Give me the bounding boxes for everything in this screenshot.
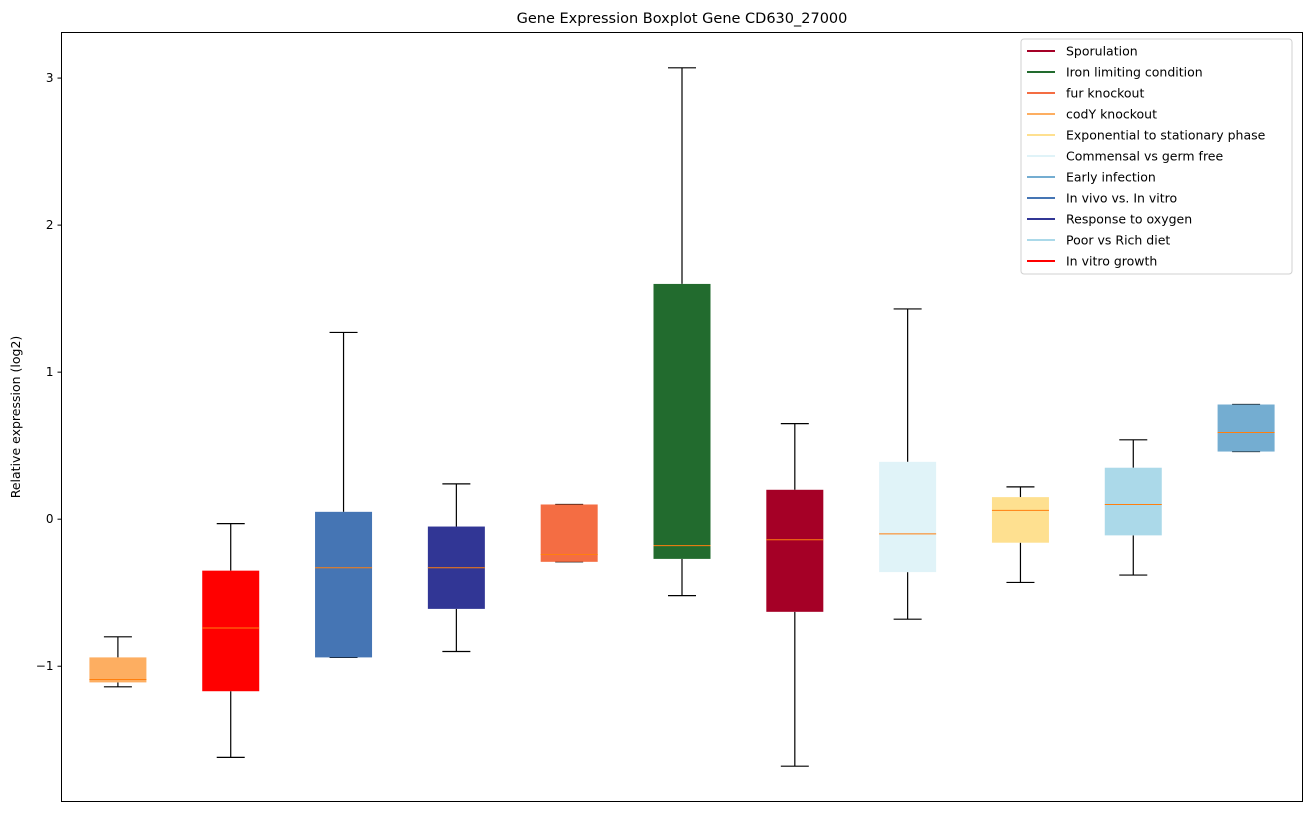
legend-label: Poor vs Rich diet [1066, 233, 1170, 248]
box-group [315, 331, 373, 659]
box-group [202, 523, 260, 758]
legend-label: In vitro growth [1066, 254, 1157, 269]
legend-label: Commensal vs germ free [1066, 149, 1223, 164]
box-group [1104, 439, 1162, 576]
y-tick-label: 3 [46, 71, 54, 85]
y-tick-label: 1 [46, 365, 54, 379]
legend-label: Exponential to stationary phase [1066, 128, 1266, 143]
plot-frame [61, 32, 1303, 802]
legend-label: fur knockout [1066, 86, 1144, 101]
box [89, 657, 147, 683]
legend: Sporulation Iron limiting condition fur kn… [1020, 38, 1293, 275]
box [1217, 404, 1275, 452]
box-group [766, 423, 824, 767]
box [202, 570, 260, 692]
box-group [540, 503, 598, 563]
legend-label: Iron limiting condition [1066, 65, 1203, 80]
box [991, 497, 1049, 543]
box-group [89, 636, 147, 688]
chart-title: Gene Expression Boxplot Gene CD630_27000 [517, 11, 848, 27]
y-axis-label: Relative expression (log2) [8, 336, 23, 499]
box [879, 461, 937, 573]
box [540, 504, 598, 562]
box-group [991, 486, 1049, 584]
box [1104, 467, 1162, 536]
legend-label: Sporulation [1066, 44, 1138, 59]
box-group [879, 308, 937, 620]
box-group [653, 67, 711, 597]
legend-label: Early infection [1066, 170, 1156, 185]
legend-label: codY knockout [1066, 107, 1157, 122]
legend-label: In vivo vs. In vitro [1066, 191, 1177, 206]
y-tick-label: 2 [46, 218, 54, 232]
box [315, 511, 373, 658]
box-group [1217, 403, 1275, 453]
box [653, 283, 711, 559]
box [766, 489, 824, 612]
box-group [427, 483, 485, 653]
legend-frame [1020, 38, 1293, 275]
y-tick-label: −1 [36, 659, 54, 673]
legend-label: Response to oxygen [1066, 212, 1192, 227]
y-tick-label: 0 [46, 512, 54, 526]
